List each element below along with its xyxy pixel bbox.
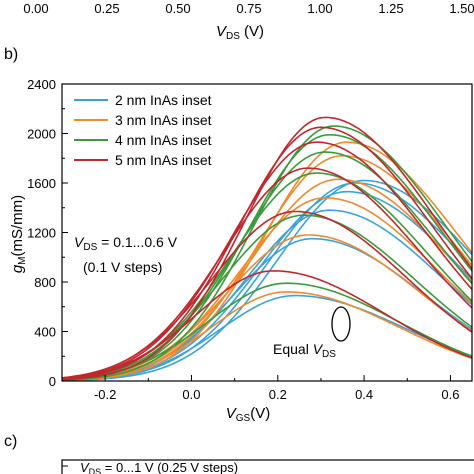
top-tick-label: 0.50 xyxy=(165,1,190,16)
panel-c-frame xyxy=(61,459,474,474)
curve-layer xyxy=(61,116,473,382)
top-panel-fragment: 0.00 0.25 0.50 0.75 1.00 1.25 1.50 VDS (V) xyxy=(23,1,474,42)
gm-curve xyxy=(61,126,473,380)
x-tick-label: 0.4 xyxy=(355,387,373,402)
legend-label: 5 nm InAs inset xyxy=(115,152,212,168)
y-tick-label: 800 xyxy=(34,275,56,290)
x-tick-label: 0.2 xyxy=(269,387,287,402)
top-tick-label: 0.75 xyxy=(236,1,261,16)
gm-curve xyxy=(61,182,473,382)
y-tick-label: 400 xyxy=(34,325,56,340)
panel-label-c: c) xyxy=(4,433,17,450)
x-tick-label: 0.0 xyxy=(182,387,200,402)
panel-label-b: b) xyxy=(4,46,18,63)
top-tick-label: 1.25 xyxy=(378,1,403,16)
y-axis-ticks: 0 400 800 1200 1600 2000 2400 xyxy=(27,77,68,389)
y-axis-label: gM(mS/mm) xyxy=(9,195,28,273)
top-tick-label: 1.00 xyxy=(307,1,332,16)
equal-vds-ellipse xyxy=(331,306,351,342)
vds-steps-annotation: (0.1 V steps) xyxy=(83,259,162,275)
y-tick-label: 1600 xyxy=(27,176,56,191)
gm-curve xyxy=(61,179,473,382)
top-tick-label: 0.25 xyxy=(94,1,119,16)
gm-curve xyxy=(61,141,473,380)
x-axis-label: VGS(V) xyxy=(226,405,270,424)
gm-curve xyxy=(61,125,473,381)
gm-curve xyxy=(61,197,473,381)
top-axis-ticks: 0.00 0.25 0.50 0.75 1.00 1.25 1.50 xyxy=(23,1,474,16)
x-tick-label: 0.6 xyxy=(441,387,459,402)
panel-c-annotation: VDS = 0...1 V (0.25 V steps) xyxy=(80,460,238,474)
gm-curve xyxy=(61,116,473,381)
x-tick-label: -0.2 xyxy=(94,387,116,402)
panel-c-fragment: VDS = 0...1 V (0.25 V steps) xyxy=(61,459,474,474)
top-tick-label: 1.50 xyxy=(449,1,474,16)
y-tick-label: 1200 xyxy=(27,226,56,241)
y-tick-label: 2000 xyxy=(27,127,56,142)
vds-range-annotation: VDS = 0.1...0.6 V xyxy=(74,234,178,253)
x-axis-ticks: -0.2 0.0 0.2 0.4 0.6 xyxy=(61,375,459,402)
y-tick-label: 2400 xyxy=(27,77,56,92)
legend: 2 nm InAs inset 3 nm InAs inset 4 nm InAs … xyxy=(74,92,212,168)
top-axis-label: VDS (V) xyxy=(216,23,264,42)
gm-curve xyxy=(61,270,473,380)
legend-label: 3 nm InAs inset xyxy=(115,112,212,128)
equal-vds-annotation: Equal VDS xyxy=(273,341,336,360)
chart-b: 0 400 800 1200 1600 2000 2400 -0.2 0.0 0.2 0.4 0.6… xyxy=(9,77,473,424)
legend-label: 4 nm InAs inset xyxy=(115,132,212,148)
top-tick-label: 0.00 xyxy=(23,1,48,16)
gm-curve xyxy=(61,167,473,379)
legend-label: 2 nm InAs inset xyxy=(115,92,212,108)
y-tick-label: 0 xyxy=(49,374,56,389)
